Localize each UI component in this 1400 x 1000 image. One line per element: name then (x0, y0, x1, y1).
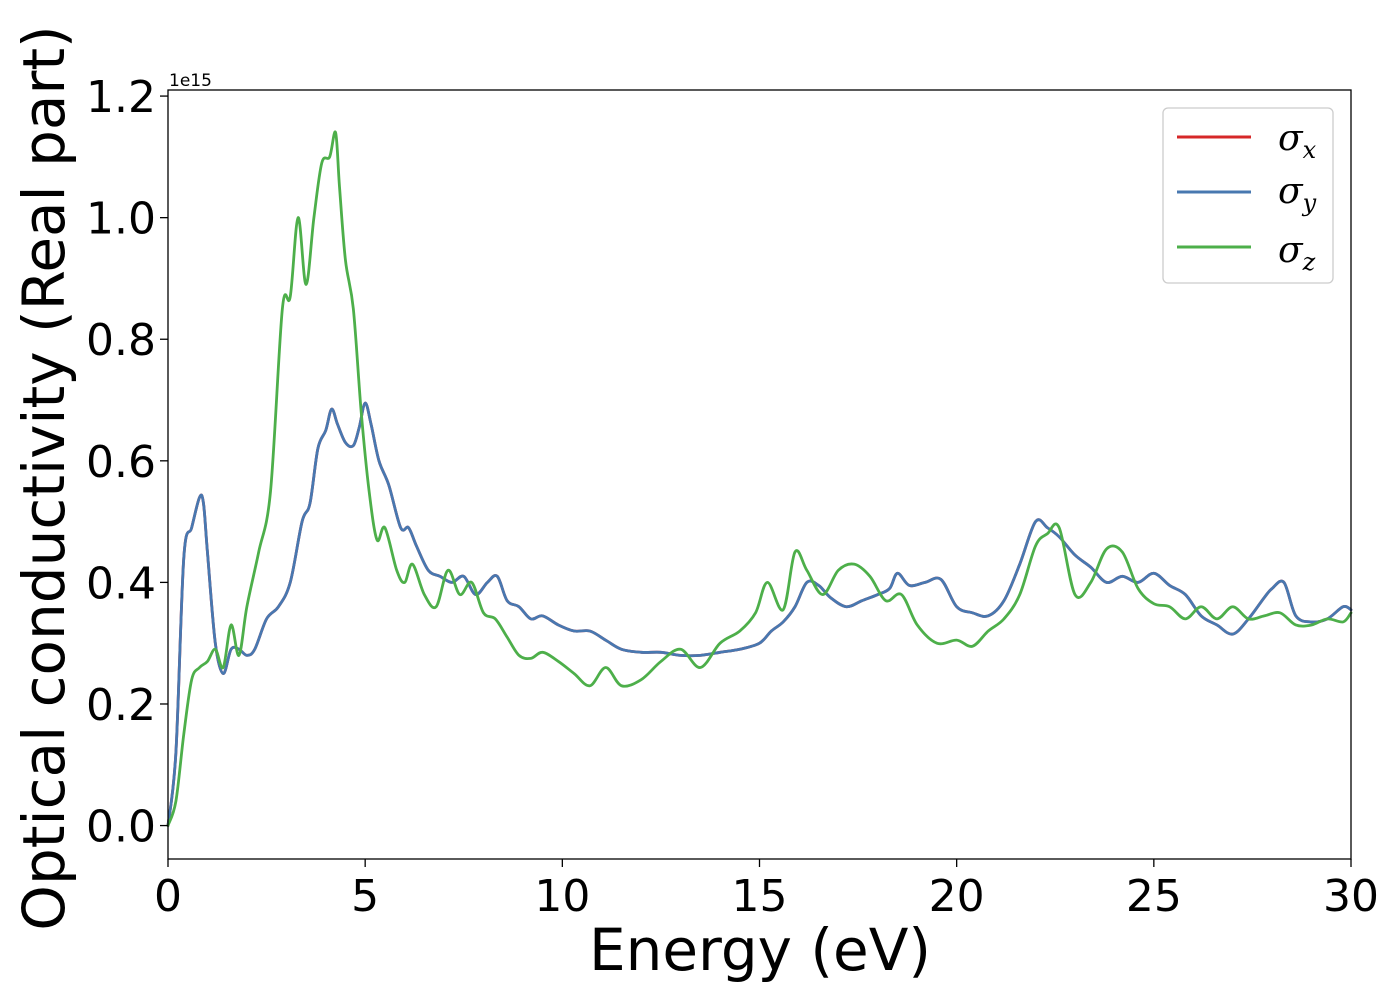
y-tick-label: 0.6 (86, 437, 156, 488)
legend-label-z-sub: z (1302, 248, 1316, 276)
legend-entry-z: σz (1177, 230, 1316, 276)
x-tick-label: 10 (534, 871, 590, 922)
legend: σx σy σz (1162, 107, 1334, 284)
x-axis-label: Energy (eV) (589, 916, 931, 984)
legend-label-z: σz (1278, 230, 1316, 276)
y-axis-label: Optical conductivity (Real part) (10, 25, 78, 930)
legend-entry-x: σx (1177, 118, 1317, 164)
legend-label-x-sub: x (1303, 136, 1317, 164)
legend-label-y: σy (1278, 171, 1317, 217)
y-axis: 0.0 0.2 0.4 0.6 0.8 1.0 1.2 (86, 72, 168, 853)
legend-entry-y: σy (1177, 171, 1317, 217)
series-line-sigma-y (166, 401, 1353, 827)
y-tick-label: 0.4 (86, 558, 156, 609)
x-tick-label: 30 (1323, 871, 1379, 922)
legend-label-y-sub: y (1302, 189, 1317, 217)
legend-label-y-base: σ (1278, 171, 1304, 212)
legend-label-z-base: σ (1278, 230, 1304, 271)
y-offset-label: 1e15 (169, 71, 212, 91)
x-tick-label: 20 (929, 871, 985, 922)
legend-label-x: σx (1278, 118, 1317, 164)
x-tick-label: 5 (351, 871, 379, 922)
series-line-sigma-z (166, 130, 1353, 827)
legend-label-x-base: σ (1278, 118, 1304, 159)
y-tick-label: 1.2 (86, 72, 156, 123)
y-tick-label: 0.0 (86, 802, 156, 853)
series-layer (166, 130, 1353, 827)
y-tick-label: 1.0 (86, 194, 156, 245)
x-tick-label: 0 (154, 871, 182, 922)
x-tick-label: 25 (1126, 871, 1182, 922)
y-tick-label: 0.2 (86, 680, 156, 731)
y-tick-label: 0.8 (86, 315, 156, 366)
x-axis: 0 5 10 15 20 25 30 (154, 859, 1379, 922)
legend-box (1162, 107, 1334, 284)
x-tick-label: 15 (732, 871, 788, 922)
